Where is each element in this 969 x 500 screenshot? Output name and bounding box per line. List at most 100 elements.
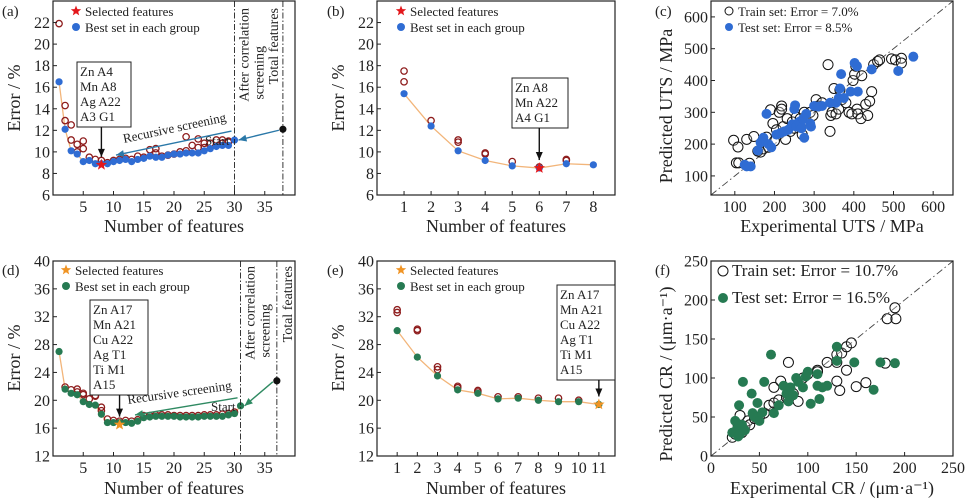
test-point: [851, 61, 862, 72]
best-set-point: [534, 396, 542, 404]
test-point: [805, 121, 816, 132]
recursive-screening-arrow-head: [135, 410, 144, 418]
best-set-point: [188, 413, 196, 421]
y-tick-label: 20: [358, 393, 374, 410]
y-tick-label: 6: [366, 188, 374, 205]
feature-list-item: Zn A17: [560, 287, 600, 302]
selected-features-star: [593, 398, 605, 410]
best-set-point: [218, 141, 226, 150]
x-tick-label: 1: [393, 460, 401, 477]
best-set-point: [109, 157, 118, 166]
x-axis-label: Number of features: [104, 478, 244, 498]
feature-list-item: Mn A8: [80, 79, 116, 94]
best-set-point: [575, 398, 583, 406]
best-set-point: [188, 149, 196, 157]
train-point: [841, 364, 853, 376]
test-point: [745, 161, 756, 172]
x-tick-label: 250: [941, 460, 965, 477]
best-set-point: [224, 141, 233, 150]
y-tick-label: 16: [358, 421, 374, 438]
train-point: [776, 103, 788, 115]
legend-train-label: Train set: Error = 10.7%: [732, 261, 898, 280]
y-tick-label: 12: [34, 449, 50, 466]
y-axis-label: Error / %: [328, 65, 348, 132]
recursive-screening-arrow: [115, 130, 232, 156]
best-set-point: [109, 418, 118, 427]
candidate-point: [393, 305, 402, 314]
train-point: [862, 109, 874, 121]
x-tick-label: 35: [257, 460, 273, 477]
legend-test-marker: [718, 293, 728, 303]
y-tick-label: 600: [684, 9, 708, 26]
x-tick-label: 4: [481, 199, 489, 216]
legend-best-label: Best set in each group: [410, 20, 525, 35]
train-point: [824, 125, 836, 137]
best-set-point: [212, 142, 220, 151]
test-point: [757, 407, 768, 418]
candidate-point: [55, 19, 63, 28]
best-set-point: [170, 412, 178, 420]
test-point: [908, 51, 919, 62]
y-tick-label: 50: [692, 410, 708, 427]
axes-frame: [710, 260, 954, 457]
candidate-point: [454, 138, 462, 147]
feature-list-item: Zn A17: [93, 302, 133, 317]
train-point: [847, 75, 859, 87]
y-tick-label: 150: [684, 332, 708, 349]
train-point: [821, 356, 833, 368]
feature-list-item: Cu A22: [93, 332, 133, 347]
best-set-point: [158, 153, 166, 161]
best-set-point: [224, 411, 233, 419]
test-point: [802, 366, 813, 377]
x-tick-label: 11: [591, 460, 606, 477]
x-tick-label: 100: [723, 199, 747, 216]
train-point: [864, 95, 876, 107]
test-point: [838, 93, 849, 103]
legend-train-marker: [724, 6, 734, 16]
best-set-point: [236, 402, 245, 410]
legend-best-label: Best set in each group: [410, 279, 525, 294]
test-point: [889, 358, 900, 369]
train-point: [890, 313, 902, 325]
train-point: [874, 54, 886, 66]
test-point: [737, 376, 748, 387]
best-set-point: [73, 391, 81, 399]
y-axis-label: Predicted UTS / MPa: [656, 29, 676, 184]
best-set-point: [67, 147, 75, 155]
feature-list-item: A4 G1: [515, 110, 550, 125]
best-set-point: [182, 413, 190, 421]
x-tick-label: 3: [454, 199, 462, 216]
best-set-point: [61, 125, 69, 133]
x-tick-label: 1: [400, 199, 408, 216]
best-set-point: [176, 150, 184, 158]
best-set-point: [73, 150, 81, 158]
candidate-point: [61, 101, 69, 110]
correlation-screening-arrow-head: [238, 134, 248, 142]
candidate-point: [413, 326, 422, 335]
plot-area: [400, 67, 597, 173]
candidate-point: [67, 136, 76, 144]
legend-star-marker: [60, 264, 72, 275]
recursive-screening-arrow: [134, 397, 238, 416]
test-point: [866, 64, 877, 75]
start-label: Start: [205, 133, 230, 148]
y-tick-label: 100: [684, 371, 708, 388]
recursive-screening-arrow-head: [116, 150, 125, 157]
panel-label: (b): [327, 4, 345, 20]
train-point: [732, 141, 744, 153]
feature-list-item: A15: [560, 362, 582, 377]
x-tick-label: 3: [434, 460, 442, 477]
best-set-point: [200, 412, 208, 420]
train-point: [889, 302, 901, 314]
y-tick-label: 22: [34, 15, 50, 32]
best-set-point: [194, 149, 202, 157]
x-tick-label: 25: [196, 460, 212, 477]
y-tick-label: 40: [34, 254, 50, 271]
legend-star-marker: [395, 5, 407, 16]
train-point: [860, 377, 872, 389]
best-set-point: [85, 156, 93, 165]
best-set-point: [67, 389, 75, 397]
best-set-point: [79, 157, 87, 166]
